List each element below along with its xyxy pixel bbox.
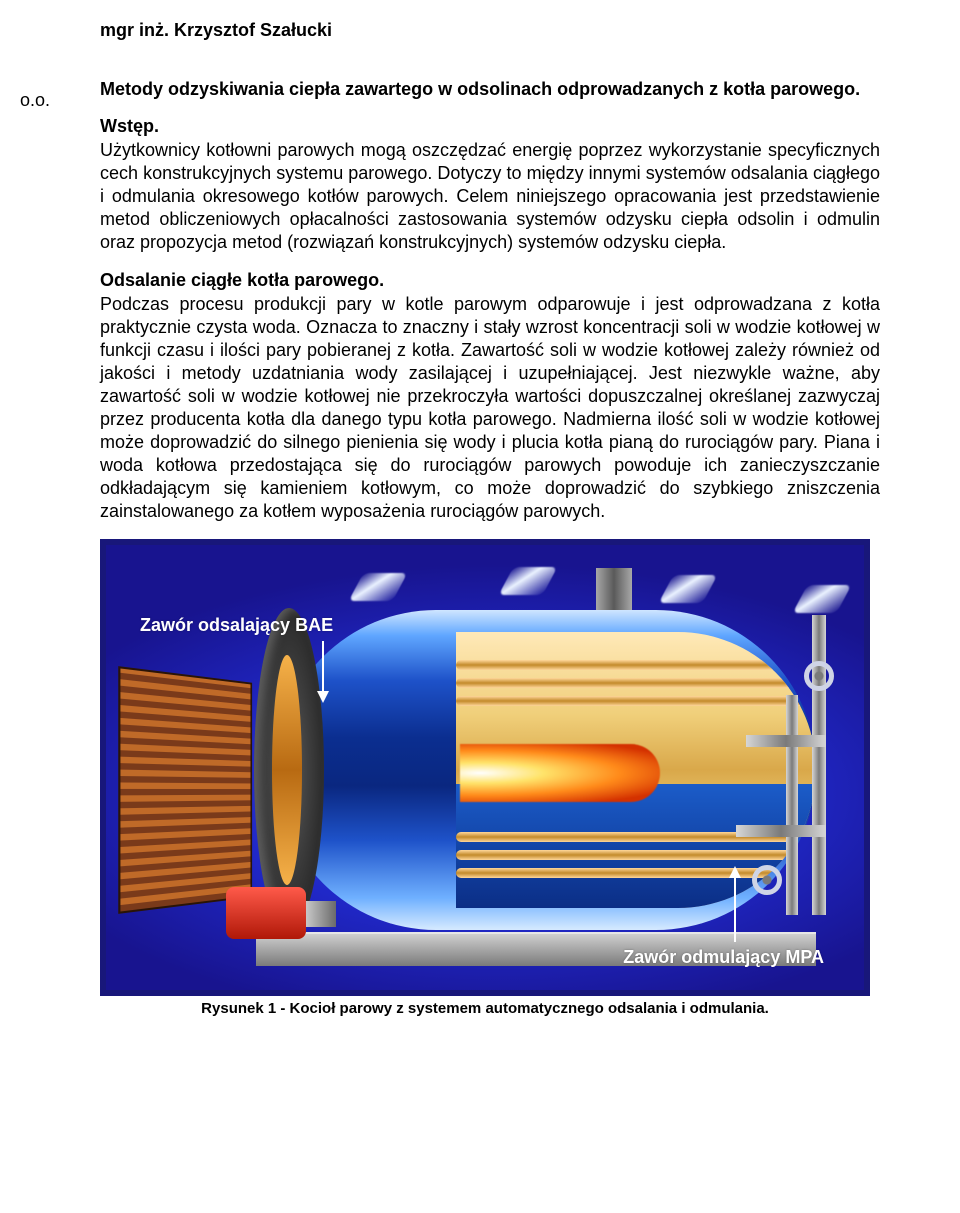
author-line: mgr inż. Krzysztof Szałucki [100,20,880,41]
flame [460,744,660,802]
section2-body: Podczas procesu produkcji pary w kotle p… [100,293,880,523]
figure-1: Zawór odsalający BAE Zawór odmulający MP… [100,539,870,996]
brick-wall [118,667,252,915]
arrow-down-icon [322,641,324,693]
section1-body: Użytkownicy kotłowni parowych mogą oszcz… [100,139,880,254]
left-margin-text: o.o. [20,90,50,111]
valve-wheel-icon [752,865,782,895]
valve-wheel-icon [804,661,834,691]
figure-label-bae: Zawór odsalający BAE [140,615,333,636]
boiler-front-ring [272,655,302,885]
pipe [736,825,826,837]
arrow-up-icon [734,876,736,942]
section2-heading: Odsalanie ciągłe kotła parowego. [100,270,880,291]
figure-caption: Rysunek 1 - Kocioł parowy z systemem aut… [100,1000,870,1017]
burner [226,887,306,939]
section1-heading: Wstęp. [100,116,880,137]
pipe [746,735,826,747]
document-title: Metody odzyskiwania ciepła zawartego w o… [100,79,880,100]
piping [722,615,842,935]
pipe [786,695,798,915]
pipe [812,615,826,915]
figure-label-mpa: Zawór odmulający MPA [623,947,824,968]
